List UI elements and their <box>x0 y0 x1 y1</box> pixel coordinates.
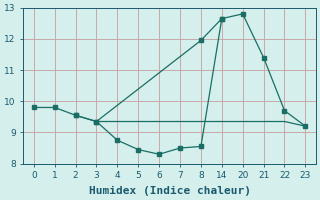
X-axis label: Humidex (Indice chaleur): Humidex (Indice chaleur) <box>89 186 251 196</box>
